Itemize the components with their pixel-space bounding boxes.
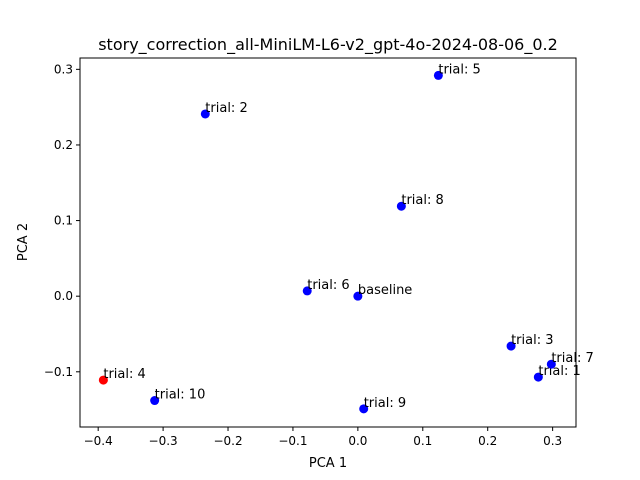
x-tick-label: −0.1: [278, 434, 307, 448]
plot-area: [79, 57, 577, 428]
y-tick-label: 0.0: [54, 289, 73, 303]
y-axis-label: PCA 2: [16, 223, 31, 261]
data-point: [302, 286, 312, 296]
data-point-label: baseline: [358, 283, 412, 298]
data-point-label: trial: 6: [307, 278, 349, 293]
chart-title: story_correction_all-MiniLM-L6-v2_gpt-4o…: [98, 35, 558, 55]
x-tick-label: −0.2: [213, 434, 242, 448]
data-point-label: trial: 5: [438, 62, 480, 77]
data-point-label: trial: 7: [551, 351, 593, 366]
data-point: [533, 372, 543, 382]
y-tick-label: 0.3: [54, 62, 73, 76]
x-tick-label: 0.2: [478, 434, 497, 448]
x-tick-label: 0.0: [348, 434, 367, 448]
data-point: [433, 70, 443, 80]
x-axis: −0.4 −0.3 −0.2 −0.1 0.0 0.1 0.2 0.3: [84, 427, 562, 448]
data-point: [200, 109, 210, 119]
data-point-label: trial: 1: [538, 364, 580, 379]
data-point: [150, 396, 160, 406]
x-tick-label: 0.1: [413, 434, 432, 448]
data-point: [353, 291, 363, 301]
x-axis-label: PCA 1: [309, 456, 347, 471]
data-point: [396, 201, 406, 211]
plot-frame: [79, 57, 577, 428]
x-tick-label: −0.3: [149, 434, 178, 448]
y-tick-label: 0.1: [54, 214, 73, 228]
data-point-label: trial: 3: [511, 333, 553, 348]
x-tick-label: −0.4: [84, 434, 113, 448]
y-tick-label: −0.1: [44, 365, 73, 379]
data-point-label: trial: 9: [364, 396, 406, 411]
data-point-label: trial: 10: [155, 388, 206, 403]
data-point-label: trial: 8: [401, 193, 443, 208]
x-tick-label: 0.3: [543, 434, 562, 448]
data-point: [506, 341, 516, 351]
data-point: [359, 404, 369, 414]
data-point-label: trial: 2: [205, 101, 247, 116]
data-point: [98, 375, 108, 385]
data-point: [546, 359, 556, 369]
data-points: baseline trial: 1 trial: 2 trial: 3 trial: 4…: [98, 62, 594, 414]
y-axis: −0.1 0.0 0.1 0.2 0.3: [44, 62, 80, 379]
data-point-label: trial: 4: [103, 367, 145, 382]
y-tick-label: 0.2: [54, 138, 73, 152]
